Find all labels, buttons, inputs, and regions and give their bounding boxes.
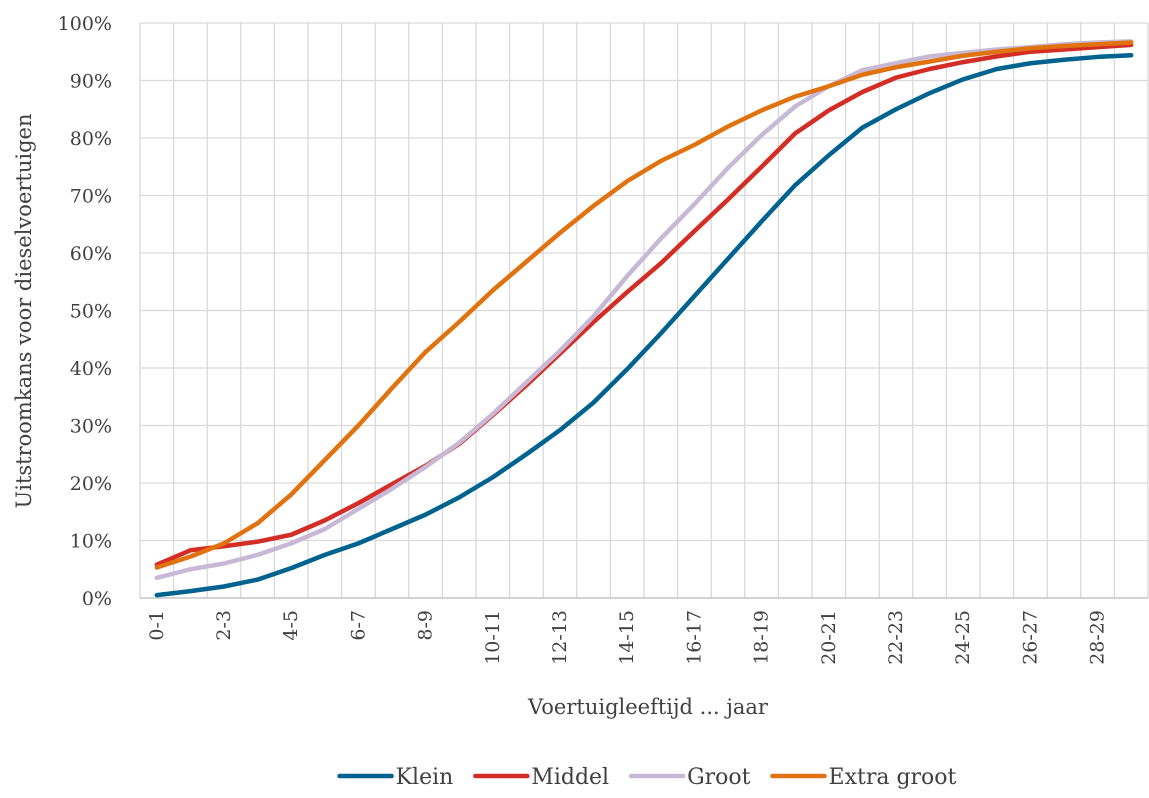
x-tick-label: 12-13 <box>549 610 571 665</box>
x-tick-label: 10-11 <box>482 610 504 665</box>
x-tick-label: 18-19 <box>751 610 773 665</box>
y-tick-label: 100% <box>58 13 112 35</box>
legend-label: Middel <box>531 765 609 790</box>
legend-label: Extra groot <box>829 765 957 790</box>
x-axis-title: Voertuigleeftijd ... jaar <box>527 695 769 719</box>
chart-series <box>154 39 1134 598</box>
x-tick-label: 24-25 <box>952 610 974 665</box>
y-tick-label: 0% <box>82 588 112 610</box>
x-tick-label: 8-9 <box>415 610 437 641</box>
y-tick-label: 20% <box>70 473 112 495</box>
legend-label: Groot <box>687 765 751 790</box>
y-tick-label: 70% <box>70 186 112 208</box>
x-tick-label: 16-17 <box>683 610 705 665</box>
y-tick-label: 10% <box>70 531 112 553</box>
y-tick-label: 50% <box>70 301 112 323</box>
series-line <box>154 52 1134 598</box>
x-tick-label: 26-27 <box>1019 610 1041 665</box>
y-axis-tick-labels: 0% 10% 20% 30% 40% 50% 60% 70% 80% 90% 100% <box>58 13 112 610</box>
series-line <box>154 39 1134 581</box>
x-tick-label: 20-21 <box>818 610 840 665</box>
x-tick-label: 6-7 <box>347 610 369 641</box>
x-tick-label: 28-29 <box>1087 610 1109 665</box>
chart-gridlines <box>139 22 1149 599</box>
x-tick-label: 2-3 <box>213 610 235 641</box>
y-tick-label: 80% <box>70 128 112 150</box>
series-line <box>154 40 1134 570</box>
x-tick-label: 22-23 <box>885 610 907 665</box>
series-line <box>154 42 1134 567</box>
y-tick-label: 60% <box>70 243 112 265</box>
y-tick-label: 40% <box>70 358 112 380</box>
x-tick-label: 14-15 <box>616 610 638 665</box>
y-tick-label: 90% <box>70 71 112 93</box>
legend-label: Klein <box>396 765 454 790</box>
x-tick-label: 4-5 <box>280 610 302 641</box>
y-axis-title: Uitstroomkans voor dieselvoertuigen <box>12 114 36 509</box>
x-tick-label: 0-1 <box>146 610 168 641</box>
x-axis-tick-labels: 0-1 2-3 4-5 6-7 8-9 10-11 12-13 14-15 16-17 18-19… <box>146 610 1109 665</box>
chart-legend: Klein Middel Groot Extra groot <box>337 765 957 790</box>
y-tick-label: 30% <box>70 416 112 438</box>
